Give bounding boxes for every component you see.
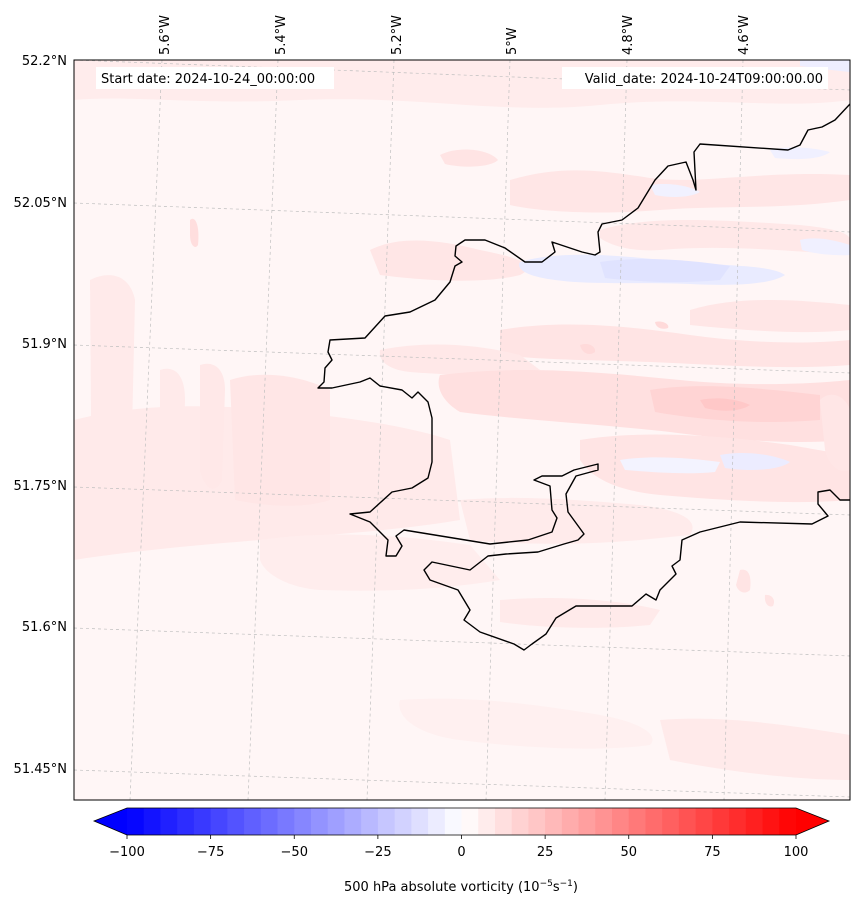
colorbar-cell: [127, 808, 145, 835]
colorbar-cell: [762, 808, 780, 835]
colorbar-cell: [428, 808, 446, 835]
colorbar-cell: [394, 808, 412, 835]
colorbar-cell: [277, 808, 295, 835]
colorbar-cell: [662, 808, 680, 835]
colorbar-ticks: −100 −75 −50 −25 0 25 50 75 100: [109, 835, 808, 860]
colorbar-cell: [160, 808, 178, 835]
colorbar-tick-label: 100: [784, 845, 809, 860]
lon-label: 4.6°W: [737, 15, 752, 55]
colorbar-cell: [294, 808, 312, 835]
lon-label: 5°W: [505, 27, 520, 55]
colorbar-cell: [361, 808, 379, 835]
colorbar-tick-label: 25: [537, 845, 554, 860]
colorbar-cell: [327, 808, 346, 835]
colorbar-cell: [561, 808, 580, 835]
valid-date-label: Valid_date: 2024-10-24T09:00:00.00: [585, 72, 823, 87]
map-panel: Start date: 2024-10-24_00:00:00 Valid_da…: [14, 15, 851, 801]
colorbar-cell: [545, 808, 563, 835]
colorbar-tick-label: −25: [364, 845, 391, 860]
latitude-labels: 52.2°N 52.05°N 51.9°N 51.75°N 51.6°N 51.…: [14, 54, 67, 777]
colorbar-cell: [511, 808, 530, 835]
colorbar-cell: [344, 808, 362, 835]
colorbar-cell: [177, 808, 195, 835]
coastline: [317, 103, 850, 651]
colorbar-tick-label: −75: [197, 845, 224, 860]
colorbar-cell: [595, 808, 613, 835]
colorbar-extend-min: [94, 808, 127, 835]
lat-label: 52.2°N: [22, 54, 67, 69]
colorbar-tick-label: 0: [457, 845, 465, 860]
colorbar-cell: [478, 808, 496, 835]
colorbar-tick-label: −100: [109, 845, 145, 860]
map-frame: [73, 59, 851, 801]
colorbar-cell: [210, 808, 228, 835]
colorbar-cell: [193, 808, 212, 835]
lat-label: 52.05°N: [14, 196, 67, 211]
start-date-box: [96, 67, 334, 89]
colorbar-cells: [127, 808, 797, 835]
colorbar-cell: [411, 808, 429, 835]
colorbar-cell: [695, 808, 713, 835]
colorbar-cell: [612, 808, 630, 835]
colorbar-cell: [528, 808, 546, 835]
lon-label: 4.8°W: [621, 15, 636, 55]
longitude-labels: 5.6°W 5.4°W 5.2°W 5°W 4.8°W 4.6°W: [158, 15, 752, 55]
colorbar-cell: [377, 808, 396, 835]
colorbar-cell: [779, 808, 797, 835]
valid-date-box: [562, 67, 828, 89]
colorbar-cell: [745, 808, 764, 835]
lat-label: 51.9°N: [22, 337, 67, 352]
colorbar-cell: [678, 808, 697, 835]
start-date-label: Start date: 2024-10-24_00:00:00: [101, 72, 315, 87]
lon-label: 5.6°W: [158, 15, 173, 55]
lat-label: 51.75°N: [14, 479, 67, 494]
lon-label: 5.2°W: [390, 15, 405, 55]
colorbar-cell: [578, 808, 596, 835]
colorbar: −100 −75 −50 −25 0 25 50 75 100 500 hPa absolute…: [92, 807, 831, 895]
colorbar-cell: [628, 808, 647, 835]
colorbar-cell: [260, 808, 279, 835]
colorbar-cell: [729, 808, 747, 835]
colorbar-cell: [227, 808, 245, 835]
colorbar-cell: [143, 808, 162, 835]
colorbar-cell: [310, 808, 329, 835]
colorbar-tick-label: 50: [620, 845, 637, 860]
colorbar-cell: [494, 808, 513, 835]
lat-label: 51.6°N: [22, 620, 67, 635]
colorbar-cell: [444, 808, 463, 835]
lon-label: 5.4°W: [274, 15, 289, 55]
colorbar-label: 500 hPa absolute vorticity (10−5s−1): [344, 879, 578, 895]
colorbar-cell: [461, 808, 479, 835]
colorbar-extend-max: [796, 808, 829, 835]
colorbar-tick-label: 75: [704, 845, 721, 860]
colorbar-tick-label: −50: [281, 845, 308, 860]
colorbar-cell: [645, 808, 663, 835]
colorbar-cell: [244, 808, 262, 835]
lat-label: 51.45°N: [14, 762, 67, 777]
colorbar-cell: [712, 808, 730, 835]
